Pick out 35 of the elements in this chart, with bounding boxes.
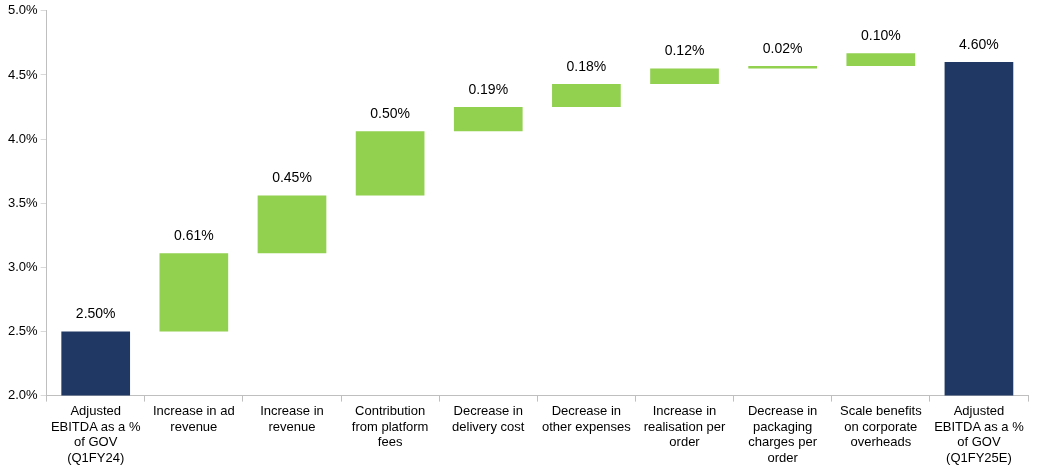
x-tick-label: Adjusted EBITDA as a % of GOV (Q1FY25E)	[934, 402, 1025, 465]
y-tick-label: 5.0%	[7, 2, 39, 18]
bar	[159, 253, 229, 332]
x-tick-label: Increase in realisation per order	[643, 402, 727, 450]
x-tick-label: Decrease in other expenses	[541, 402, 632, 434]
bar	[355, 131, 425, 196]
data-label: 0.61%	[173, 227, 214, 244]
y-tick-label: 3.0%	[7, 258, 39, 274]
y-tick-label: 4.0%	[7, 130, 39, 146]
data-label: 0.02%	[762, 39, 803, 56]
bar	[453, 107, 523, 132]
x-tick-label: Adjusted EBITDA as a % of GOV (Q1FY24)	[50, 402, 141, 465]
x-tick-label: Increase in ad revenue	[153, 402, 235, 434]
data-label: 0.19%	[468, 80, 509, 97]
y-tick-label: 2.0%	[7, 387, 39, 403]
data-label: 0.45%	[272, 169, 312, 186]
data-label: 4.60%	[959, 35, 999, 52]
bar	[257, 195, 327, 254]
data-label: 2.50%	[75, 305, 116, 322]
data-label: 0.12%	[664, 42, 705, 59]
x-tick-label: Decrease in delivery cost	[452, 402, 525, 434]
data-label: 0.50%	[370, 105, 410, 122]
x-tick-label: Decrease in packaging charges per order	[747, 402, 818, 465]
bar	[748, 65, 818, 69]
x-tick-label: Scale benefits on corporate overheads	[839, 402, 923, 450]
bar	[846, 53, 916, 66]
y-tick-label: 2.5%	[7, 323, 39, 339]
data-label: 0.18%	[566, 57, 607, 74]
y-tick-label: 3.5%	[7, 194, 39, 210]
x-tick-label: Contribution from platform fees	[351, 402, 429, 450]
y-tick-label: 4.5%	[7, 66, 39, 82]
data-label: 0.10%	[860, 26, 901, 43]
bar	[650, 68, 719, 84]
x-tick-label: Increase in revenue	[260, 402, 324, 434]
bar	[552, 83, 621, 107]
